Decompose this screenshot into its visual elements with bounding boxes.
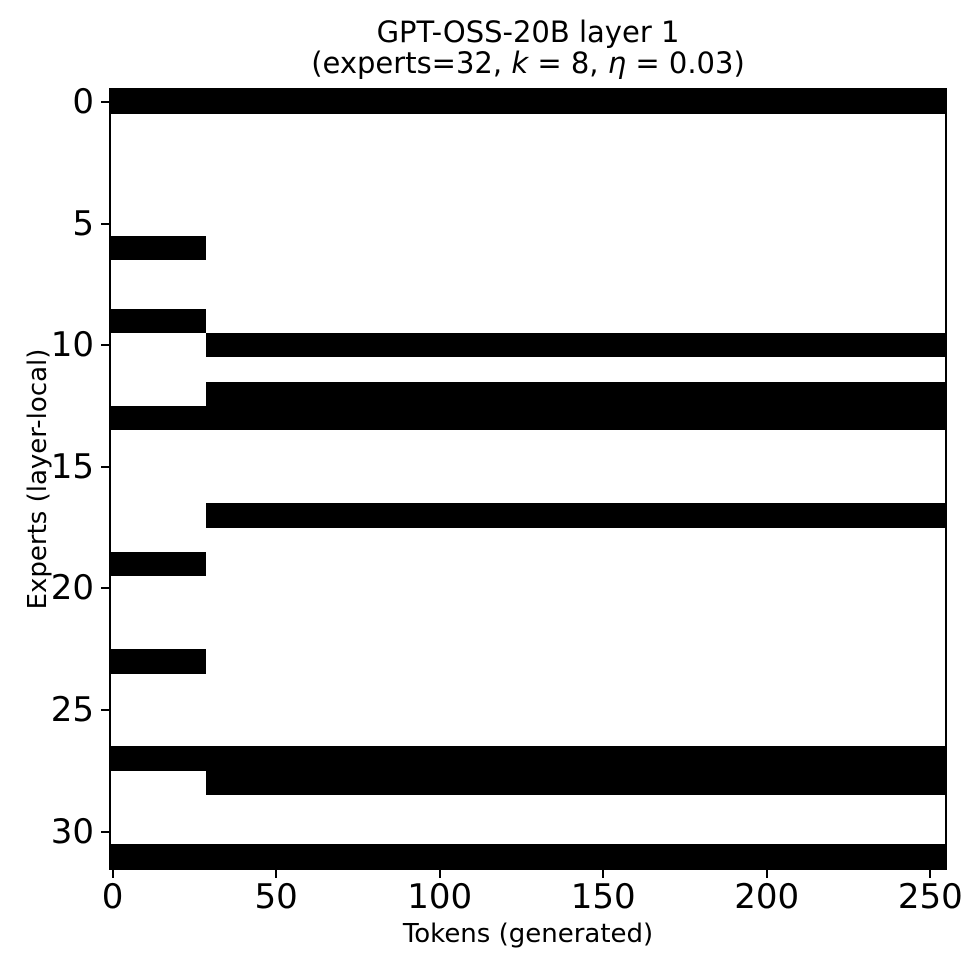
expert-activation-bar-13 [111, 406, 945, 431]
y-tick-label: 10 [50, 325, 94, 366]
x-tick-mark [602, 870, 605, 878]
x-tick-label: 200 [734, 877, 800, 917]
subtitle-k-variable: k [511, 46, 529, 80]
y-tick-label: 20 [50, 568, 94, 609]
chart-subtitle: (experts=32, k = 8, η = 0.03) [109, 48, 947, 79]
y-tick-label: 25 [50, 689, 94, 730]
y-tick-mark [101, 587, 109, 590]
expert-activation-bar-27 [111, 746, 945, 771]
subtitle-k-value: = 8, [528, 46, 608, 80]
chart-title-block: GPT-OSS-20B layer 1 (experts=32, k = 8, … [109, 17, 947, 79]
y-tick-mark [101, 708, 109, 711]
x-tick-mark [111, 870, 114, 878]
y-tick-mark [101, 830, 109, 833]
chart-title: GPT-OSS-20B layer 1 [376, 15, 680, 49]
x-tick-mark [765, 870, 768, 878]
x-tick-label: 100 [407, 877, 473, 917]
expert-activation-bar-12 [205, 381, 945, 407]
expert-activation-bar-17 [205, 503, 945, 528]
x-tick-label: 50 [254, 877, 298, 917]
subtitle-text: (experts=32, [311, 46, 512, 80]
expert-activation-bar-0 [111, 90, 945, 115]
plot-area [109, 88, 947, 870]
y-tick-label: 30 [50, 811, 94, 852]
y-tick-mark [101, 344, 109, 347]
x-tick-mark [275, 870, 278, 878]
y-tick-mark [101, 465, 109, 468]
x-tick-label: 250 [897, 877, 963, 917]
expert-activation-bar-23 [111, 649, 206, 674]
x-tick-label: 0 [101, 877, 124, 917]
y-tick-label: 5 [72, 203, 94, 244]
y-tick-mark [101, 222, 109, 225]
subtitle-eta-value: = 0.03) [626, 46, 745, 80]
expert-activation-bar-19 [111, 551, 206, 577]
y-tick-mark [101, 101, 109, 104]
subtitle-eta-variable: η [607, 46, 627, 80]
expert-activation-bar-6 [111, 235, 206, 261]
x-tick-label: 150 [570, 877, 636, 917]
expert-activation-bar-9 [111, 308, 206, 334]
expert-activation-bar-10 [205, 333, 945, 358]
y-tick-label: 0 [72, 82, 94, 123]
expert-activation-bar-28 [205, 770, 945, 796]
x-tick-mark [929, 870, 932, 878]
x-axis-label: Tokens (generated) [402, 919, 654, 949]
y-tick-label: 15 [50, 446, 94, 487]
expert-activation-bar-31 [111, 843, 945, 868]
x-tick-mark [438, 870, 441, 878]
